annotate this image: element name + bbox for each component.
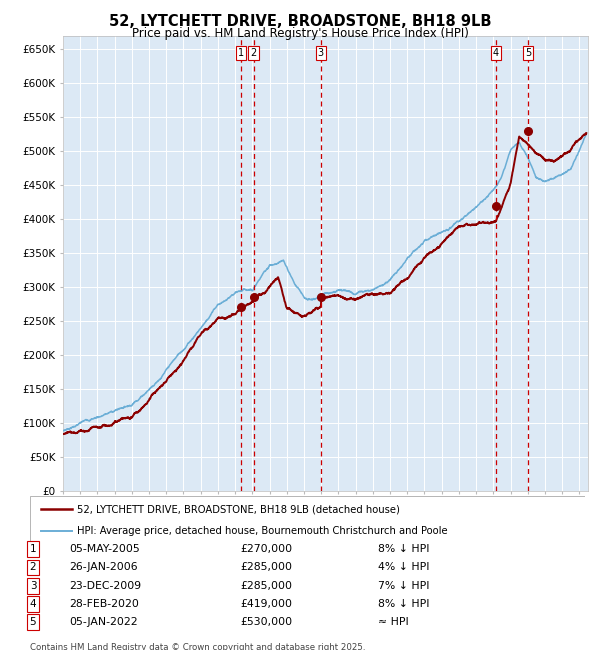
- Text: 05-MAY-2005: 05-MAY-2005: [69, 544, 140, 554]
- Text: 1: 1: [29, 544, 37, 554]
- Text: 8% ↓ HPI: 8% ↓ HPI: [378, 544, 430, 554]
- Text: £530,000: £530,000: [240, 617, 292, 627]
- Text: 05-JAN-2022: 05-JAN-2022: [69, 617, 137, 627]
- Text: 5: 5: [525, 48, 531, 58]
- Text: 28-FEB-2020: 28-FEB-2020: [69, 599, 139, 609]
- Text: 3: 3: [29, 580, 37, 591]
- Text: ≈ HPI: ≈ HPI: [378, 617, 409, 627]
- Text: 8% ↓ HPI: 8% ↓ HPI: [378, 599, 430, 609]
- Text: 7% ↓ HPI: 7% ↓ HPI: [378, 580, 430, 591]
- Text: 3: 3: [318, 48, 324, 58]
- Text: 2: 2: [250, 48, 257, 58]
- Text: 26-JAN-2006: 26-JAN-2006: [69, 562, 137, 573]
- Text: 4: 4: [29, 599, 37, 609]
- Text: 52, LYTCHETT DRIVE, BROADSTONE, BH18 9LB (detached house): 52, LYTCHETT DRIVE, BROADSTONE, BH18 9LB…: [77, 504, 400, 514]
- Text: 52, LYTCHETT DRIVE, BROADSTONE, BH18 9LB: 52, LYTCHETT DRIVE, BROADSTONE, BH18 9LB: [109, 14, 491, 29]
- Text: HPI: Average price, detached house, Bournemouth Christchurch and Poole: HPI: Average price, detached house, Bour…: [77, 526, 448, 536]
- Text: 23-DEC-2009: 23-DEC-2009: [69, 580, 141, 591]
- Text: £285,000: £285,000: [240, 562, 292, 573]
- Text: 1: 1: [238, 48, 244, 58]
- Text: Contains HM Land Registry data © Crown copyright and database right 2025.
This d: Contains HM Land Registry data © Crown c…: [30, 644, 365, 650]
- Text: £270,000: £270,000: [240, 544, 292, 554]
- Text: 4% ↓ HPI: 4% ↓ HPI: [378, 562, 430, 573]
- Text: Price paid vs. HM Land Registry's House Price Index (HPI): Price paid vs. HM Land Registry's House …: [131, 27, 469, 40]
- Text: 4: 4: [493, 48, 499, 58]
- Text: 2: 2: [29, 562, 37, 573]
- Text: 5: 5: [29, 617, 37, 627]
- Text: £419,000: £419,000: [240, 599, 292, 609]
- Text: £285,000: £285,000: [240, 580, 292, 591]
